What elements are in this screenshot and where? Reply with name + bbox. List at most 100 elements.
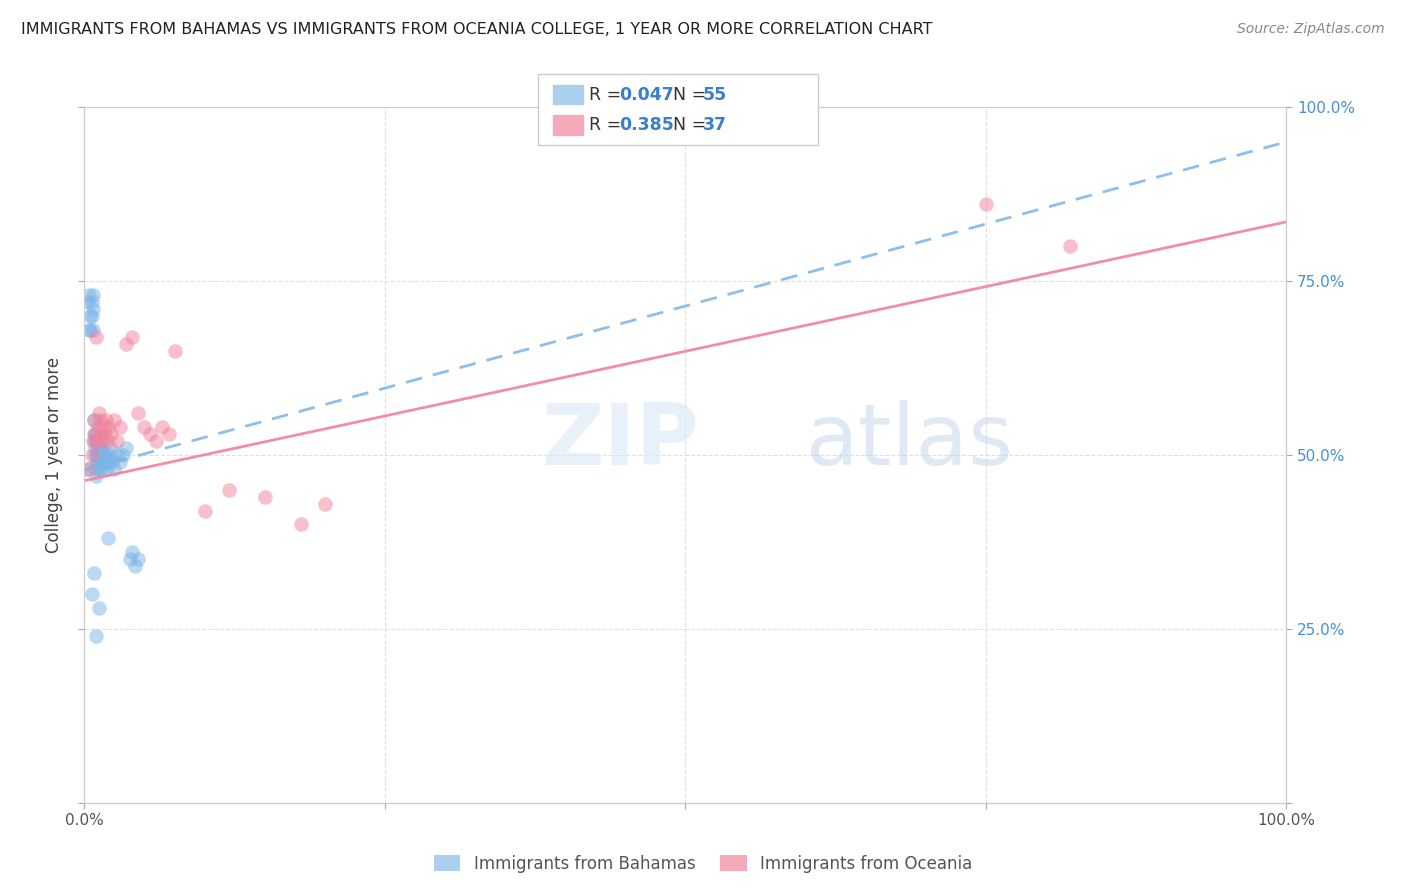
Point — [84, 462, 107, 476]
Text: 37: 37 — [703, 116, 727, 134]
Point — [974, 197, 997, 211]
Point — [96, 434, 118, 448]
Point — [110, 455, 132, 469]
Point — [100, 427, 122, 442]
Point — [89, 413, 111, 427]
Text: 0.047: 0.047 — [619, 86, 673, 103]
Point — [80, 448, 103, 462]
Point — [90, 434, 112, 448]
Point — [290, 517, 312, 532]
Point — [103, 413, 125, 427]
Point — [127, 406, 149, 420]
Point — [82, 288, 104, 302]
Point — [80, 309, 103, 323]
Point — [84, 427, 107, 442]
Point — [86, 441, 108, 455]
Point — [90, 427, 112, 442]
Point — [83, 413, 105, 427]
Point — [314, 497, 336, 511]
Point — [77, 294, 100, 309]
Point — [86, 434, 108, 448]
Point — [91, 455, 114, 469]
Point — [80, 294, 103, 309]
Text: N =: N = — [673, 86, 713, 103]
Point — [82, 323, 104, 337]
Point — [97, 455, 120, 469]
Point — [83, 434, 105, 448]
Point — [82, 434, 104, 448]
Point — [139, 427, 162, 442]
Point — [86, 468, 108, 483]
Point — [152, 420, 174, 434]
Point — [90, 462, 112, 476]
Point — [127, 552, 149, 566]
Point — [83, 566, 105, 581]
Point — [94, 448, 117, 462]
Point — [91, 441, 114, 455]
Point — [86, 455, 108, 469]
Point — [89, 448, 111, 462]
Point — [103, 462, 125, 476]
Point — [86, 629, 108, 643]
Point — [93, 448, 115, 462]
Point — [253, 490, 276, 504]
Point — [124, 559, 146, 574]
Point — [105, 434, 128, 448]
Point — [86, 434, 108, 448]
Point — [145, 434, 167, 448]
Point — [97, 420, 120, 434]
Point — [94, 455, 117, 469]
Point — [84, 441, 107, 455]
Point — [84, 448, 107, 462]
Point — [194, 503, 217, 517]
Text: R =: R = — [589, 116, 627, 134]
Point — [87, 406, 110, 420]
Point — [84, 427, 107, 442]
Text: 55: 55 — [703, 86, 727, 103]
Point — [121, 545, 143, 559]
Text: R =: R = — [589, 86, 627, 103]
Point — [105, 448, 128, 462]
Point — [134, 420, 156, 434]
Point — [83, 427, 105, 442]
Point — [93, 420, 115, 434]
Point — [86, 448, 108, 462]
Point — [86, 455, 108, 469]
Point — [1059, 239, 1081, 253]
Point — [77, 323, 100, 337]
Point — [87, 601, 110, 615]
Point — [98, 448, 121, 462]
Point — [77, 288, 100, 302]
Point — [79, 309, 101, 323]
Point — [163, 343, 186, 358]
Text: 0.385: 0.385 — [619, 116, 673, 134]
Point — [121, 329, 143, 343]
Point — [83, 413, 105, 427]
Point — [89, 455, 111, 469]
Point — [218, 483, 240, 497]
Point — [94, 413, 117, 427]
Point — [96, 462, 118, 476]
Point — [100, 441, 122, 455]
Point — [86, 420, 108, 434]
Point — [111, 448, 134, 462]
Point — [82, 301, 104, 316]
Point — [79, 323, 101, 337]
Text: atlas: atlas — [806, 400, 1014, 483]
Point — [97, 532, 120, 546]
Point — [115, 336, 138, 351]
Point — [157, 427, 180, 442]
Point — [86, 329, 108, 343]
Legend: Immigrants from Bahamas, Immigrants from Oceania: Immigrants from Bahamas, Immigrants from… — [427, 848, 979, 880]
Text: ZIP: ZIP — [541, 400, 699, 483]
Point — [86, 448, 108, 462]
Point — [87, 462, 110, 476]
Point — [91, 434, 114, 448]
Point — [118, 552, 141, 566]
Text: IMMIGRANTS FROM BAHAMAS VS IMMIGRANTS FROM OCEANIA COLLEGE, 1 YEAR OR MORE CORRE: IMMIGRANTS FROM BAHAMAS VS IMMIGRANTS FR… — [21, 22, 932, 37]
Point — [77, 462, 100, 476]
Point — [110, 420, 132, 434]
Text: Source: ZipAtlas.com: Source: ZipAtlas.com — [1237, 22, 1385, 37]
Y-axis label: College, 1 year or more: College, 1 year or more — [45, 357, 63, 553]
Point — [87, 441, 110, 455]
